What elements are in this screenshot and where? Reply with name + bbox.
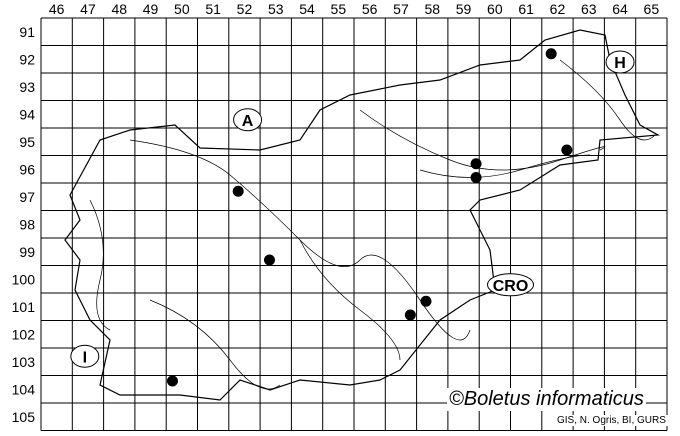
column-label: 48 [111, 1, 127, 17]
country-label: I [83, 349, 87, 366]
country-label: A [242, 113, 254, 130]
row-label: 101 [12, 299, 36, 315]
column-label: 52 [237, 1, 253, 17]
column-label: 65 [644, 1, 660, 17]
country-label-ellipse [605, 50, 635, 74]
record-dot [404, 309, 416, 321]
grid: 46 47 48 49 50 51 52 53 54 55 56 57 58 59 60 61 62 63 64 65… [12, 1, 668, 431]
row-label: 100 [12, 271, 36, 287]
column-label: 64 [612, 1, 628, 17]
column-label: 50 [174, 1, 190, 17]
row-label: 93 [19, 79, 35, 95]
record-dot [561, 144, 573, 156]
records-layer [166, 48, 573, 387]
column-label: 55 [331, 1, 347, 17]
row-label: 92 [19, 51, 35, 67]
country-outline [64, 29, 661, 401]
column-label: 46 [49, 1, 65, 17]
record-dot [232, 185, 244, 197]
column-label: 58 [424, 1, 440, 17]
country-label: H [614, 55, 626, 72]
country-label: CRO [493, 278, 529, 295]
row-label: 103 [12, 354, 36, 370]
column-label: 59 [456, 1, 472, 17]
rivers [89, 59, 656, 390]
country-label-ellipse [233, 108, 263, 132]
record-dot [420, 295, 432, 307]
row-label: 105 [12, 409, 36, 425]
column-label: 54 [299, 1, 315, 17]
country-label-ellipse [70, 344, 100, 368]
record-dot [263, 254, 275, 266]
column-label: 53 [268, 1, 284, 17]
record-dot [545, 48, 557, 60]
row-label: 97 [19, 189, 35, 205]
row-label: 96 [19, 161, 35, 177]
record-dot [470, 172, 482, 183]
row-label: 95 [19, 134, 35, 150]
column-label: 57 [393, 1, 409, 17]
record-dot [166, 375, 178, 387]
country-label-ellipse [487, 273, 534, 297]
column-label: 63 [581, 1, 597, 17]
record-dot [470, 158, 482, 170]
column-label: 51 [205, 1, 221, 17]
column-label: 49 [143, 1, 159, 17]
row-label: 102 [12, 326, 36, 342]
column-label: 62 [550, 1, 566, 17]
column-label: 60 [487, 1, 503, 17]
row-label: 99 [19, 244, 35, 260]
column-label: 47 [80, 1, 96, 17]
column-label: 56 [362, 1, 378, 17]
column-label: 61 [518, 1, 534, 17]
row-label: 91 [19, 24, 35, 40]
row-label: 104 [12, 381, 36, 397]
copyright-credit: ©Boletus informaticus [447, 388, 646, 411]
source-credit: GIS, N. Ogris, BI, GURS [555, 415, 668, 426]
row-label: 98 [19, 216, 35, 232]
row-label: 94 [19, 106, 35, 122]
